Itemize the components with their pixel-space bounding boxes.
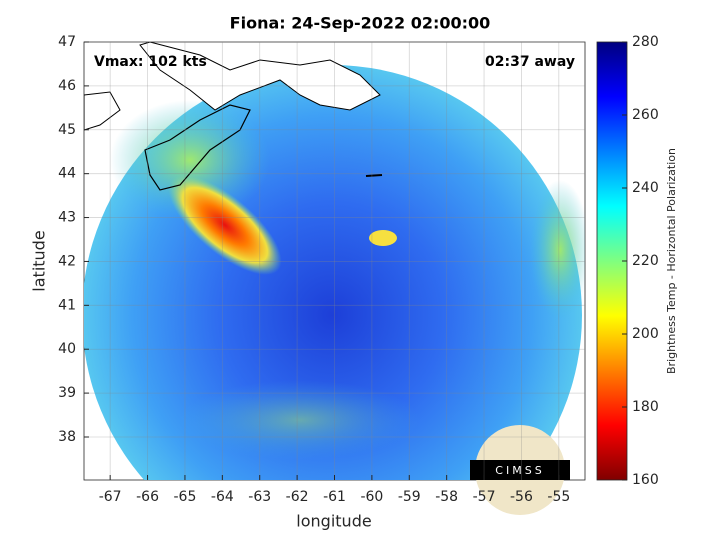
y-tick-label: 45 (58, 122, 76, 138)
chart-title: Fiona: 24-Sep-2022 02:00:00 (230, 14, 491, 33)
y-tick-label: 43 (58, 210, 76, 226)
colorbar-tick-label: 180 (632, 399, 659, 415)
y-tick-label: 44 (58, 166, 76, 182)
x-tick-label: -55 (547, 489, 570, 505)
y-tick-label: 38 (58, 429, 76, 445)
y-tick-label: 47 (58, 34, 76, 50)
y-axis-label: latitude (30, 230, 49, 291)
y-tick-label: 41 (58, 297, 76, 313)
colorbar-tick-label: 280 (632, 34, 659, 50)
x-tick-label: -56 (510, 489, 533, 505)
x-tick-label: -63 (248, 489, 271, 505)
colorbar-tick-label: 260 (632, 107, 659, 123)
swath-feature (168, 175, 282, 275)
coastline (365, 174, 383, 177)
logo-text: CIMSS (495, 464, 544, 477)
swath-feature (530, 180, 585, 320)
colorbar-tick-label: 220 (632, 253, 659, 269)
coastline (84, 91, 121, 131)
colorbar-tick-label: 200 (632, 326, 659, 342)
swath-feature (369, 230, 397, 246)
x-tick-label: -65 (174, 489, 197, 505)
coastline (139, 42, 381, 111)
colorbar-tick-label: 240 (632, 180, 659, 196)
y-tick-label: 46 (58, 78, 76, 94)
x-tick-label: -61 (323, 489, 346, 505)
colorbar-tick-label: 160 (632, 472, 659, 488)
x-tick-label: -57 (473, 489, 496, 505)
x-axis-label: longitude (296, 512, 371, 531)
y-tick-label: 39 (58, 385, 76, 401)
x-tick-label: -58 (435, 489, 458, 505)
x-tick-label: -62 (286, 489, 309, 505)
coastline (144, 104, 251, 191)
y-tick-label: 42 (58, 253, 76, 269)
swath-feature (180, 380, 420, 460)
annotation: Vmax: 102 kts (94, 54, 207, 70)
swath (84, 42, 585, 480)
y-tick-label: 40 (58, 341, 76, 357)
x-tick-label: -64 (211, 489, 234, 505)
x-tick-label: -66 (136, 489, 159, 505)
x-tick-label: -60 (360, 489, 383, 505)
swath-feature (110, 100, 270, 220)
cimss-logo: CIMSS (470, 425, 570, 515)
x-tick-label: -67 (99, 489, 122, 505)
annotation: 02:37 away (485, 54, 575, 70)
colorbar-label: Brightness Temp - Horizontal Polarizatio… (665, 148, 678, 374)
x-tick-label: -59 (398, 489, 421, 505)
